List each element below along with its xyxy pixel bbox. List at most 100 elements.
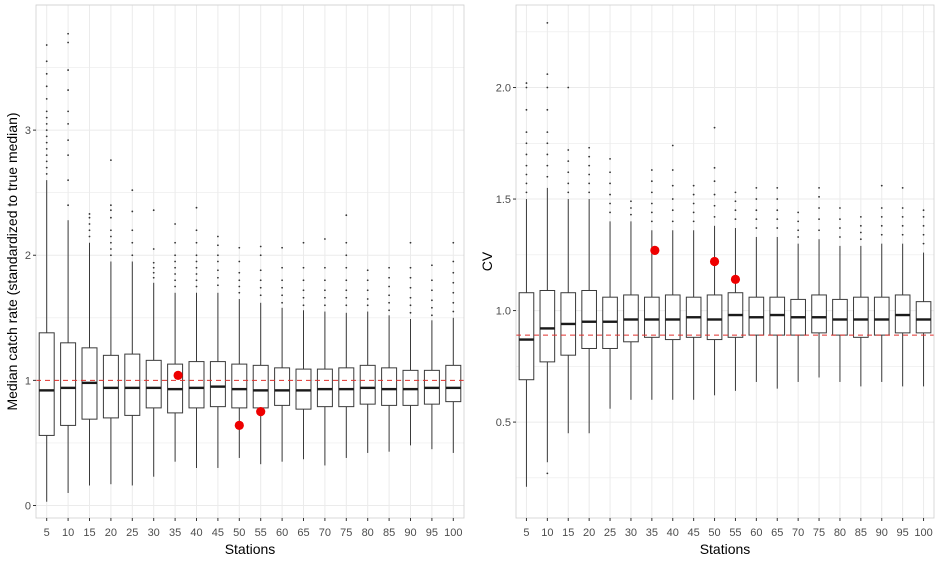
outlier-point <box>546 472 549 475</box>
box-iqr <box>209 361 226 408</box>
outlier-point <box>692 220 695 223</box>
outlier-point <box>131 210 134 213</box>
x-tick-label: 75 <box>340 527 352 539</box>
outlier-point <box>388 309 390 312</box>
outlier-point <box>45 166 48 169</box>
outlier-point <box>195 254 198 257</box>
outlier-point <box>88 216 91 219</box>
box-iqr <box>581 289 597 349</box>
plot-border <box>515 4 935 519</box>
box-iqr <box>402 369 419 406</box>
x-tick-label: 85 <box>383 527 395 539</box>
outlier-point <box>546 131 549 134</box>
outlier-point <box>431 279 433 282</box>
outlier-point <box>67 154 69 157</box>
outlier-point <box>388 285 390 288</box>
outlier-point <box>776 198 779 200</box>
outlier-point <box>45 122 48 125</box>
box-45 <box>685 184 702 400</box>
box-70 <box>790 211 806 382</box>
box-iqr <box>706 294 723 341</box>
box-55 <box>252 245 269 465</box>
outlier-point <box>345 214 348 217</box>
x-tick-label: 35 <box>169 527 181 539</box>
outlier-point <box>839 227 841 229</box>
box-100 <box>915 209 932 387</box>
outlier-point <box>152 209 155 212</box>
outlier-point <box>609 158 611 160</box>
outlier-point <box>195 206 198 209</box>
outlier-point <box>324 304 326 307</box>
outlier-point <box>45 44 48 46</box>
box-60 <box>274 246 291 462</box>
outlier-point <box>776 218 779 221</box>
box-25 <box>602 158 618 409</box>
outlier-point <box>217 276 219 279</box>
outlier-point <box>302 241 305 244</box>
outlier-point <box>67 122 69 125</box>
box-iqr <box>832 298 848 336</box>
outlier-point <box>650 220 653 223</box>
outlier-point <box>195 229 198 232</box>
outlier-point <box>818 195 820 198</box>
outlier-point <box>797 236 800 238</box>
outlier-point <box>901 207 904 209</box>
outlier-point <box>859 231 862 234</box>
outlier-point <box>281 279 283 282</box>
outlier-point <box>366 269 369 272</box>
outlier-point <box>671 144 674 147</box>
box-iqr <box>60 342 77 426</box>
outlier-point <box>797 229 800 232</box>
outlier-point <box>431 306 433 309</box>
outlier-point <box>195 273 198 275</box>
outlier-point <box>755 227 758 229</box>
outlier-point <box>259 286 262 289</box>
x-tick-label: 40 <box>667 527 679 539</box>
outlier-point <box>859 238 862 241</box>
box-100 <box>445 241 462 453</box>
outlier-point <box>901 215 904 218</box>
x-tick-label: 65 <box>771 527 783 539</box>
outlier-point <box>859 224 862 227</box>
x-tick-label: 60 <box>750 527 762 539</box>
outlier-point <box>238 285 241 288</box>
outlier-point <box>525 86 528 89</box>
outlier-point <box>630 213 632 216</box>
outlier-point <box>67 139 69 142</box>
outlier-point <box>431 264 433 267</box>
outlier-point <box>281 286 283 289</box>
outlier-point <box>818 186 820 189</box>
outlier-point <box>131 241 134 244</box>
outlier-point <box>525 82 528 84</box>
box-20 <box>581 146 597 434</box>
outlier-point <box>174 241 177 244</box>
outlier-point <box>692 193 695 196</box>
outlier-point <box>880 184 883 187</box>
x-tick-label: 15 <box>83 527 95 539</box>
x-tick-label: 95 <box>426 527 438 539</box>
outlier-point <box>281 301 283 304</box>
box-75 <box>811 186 827 378</box>
outlier-point <box>152 261 155 264</box>
y-tick-label: 1.0 <box>496 306 511 318</box>
x-axis-title: Stations <box>225 541 276 557</box>
box-35 <box>644 169 660 400</box>
x-tick-label: 80 <box>362 527 374 539</box>
outlier-point <box>609 211 611 214</box>
outlier-point <box>366 289 369 292</box>
outlier-point <box>388 294 390 297</box>
outlier-point <box>567 149 570 151</box>
outlier-point <box>546 175 549 178</box>
outlier-point <box>776 186 779 189</box>
box-50 <box>706 126 723 396</box>
box-80 <box>832 207 848 382</box>
outlier-point <box>110 248 112 250</box>
outlier-point <box>839 218 841 221</box>
box-iqr <box>359 364 376 405</box>
outlier-point <box>525 191 528 194</box>
outlier-point <box>45 116 48 119</box>
outlier-point <box>818 229 820 232</box>
x-tick-label: 60 <box>276 527 288 539</box>
outlier-point <box>152 271 155 274</box>
box-iqr <box>915 301 932 334</box>
